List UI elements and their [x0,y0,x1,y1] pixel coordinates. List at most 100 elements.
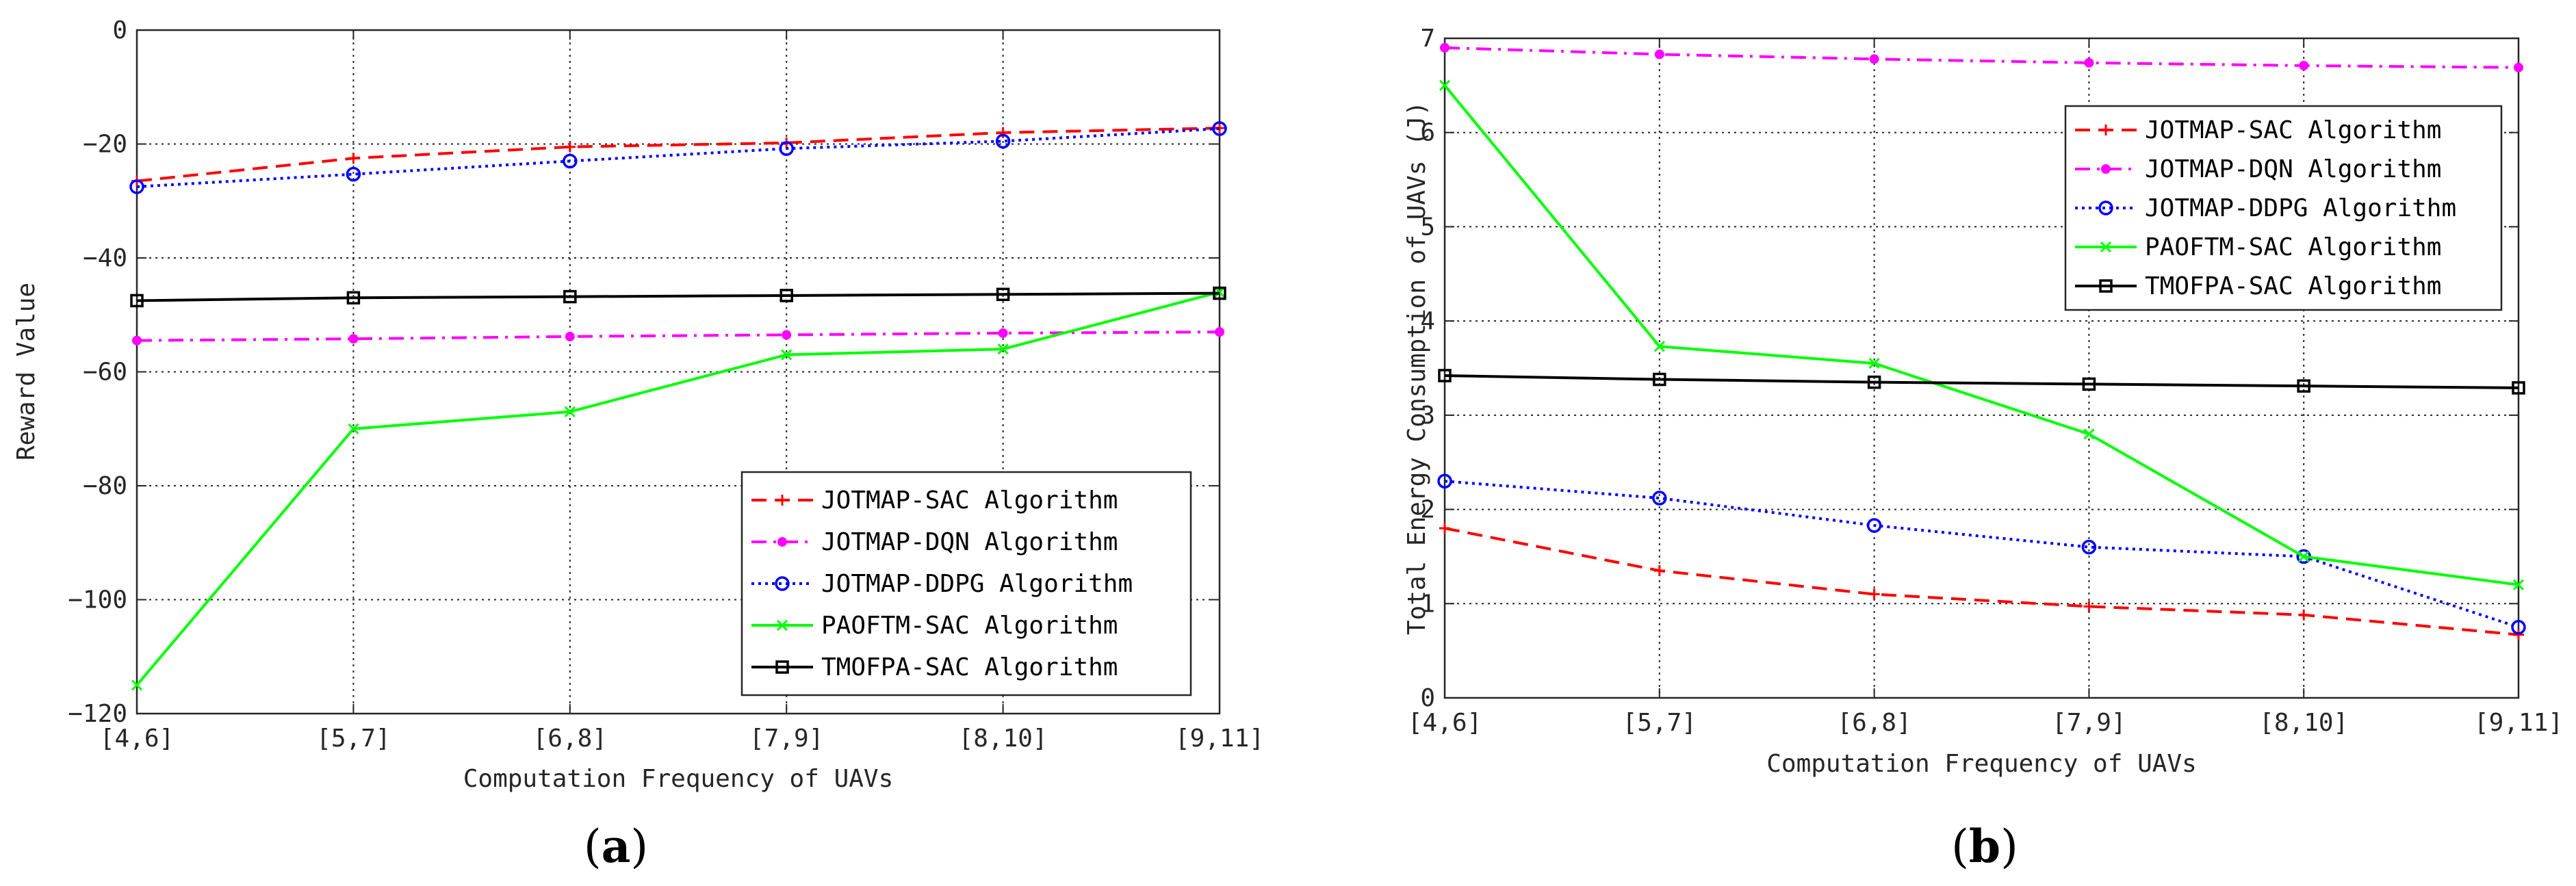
data-point [998,328,1008,338]
data-point [1653,372,1666,387]
data-point [2511,619,2526,635]
data-point [1440,42,1450,53]
legend-label: JOTMAP-SAC Algorithm [821,486,1118,514]
legend: JOTMAP-SAC Algorithm JOTMAP-DQN Algorithm… [2064,105,2503,311]
chart-b-energy-consumption: [4,6] [5,7] [6,8] [7,9] [8,10] [9,11] 0 1 2 3 4 5 6 7… [1403,25,2563,873]
data-point [2513,629,2524,640]
data-point [1653,565,1665,577]
legend-marker [2101,164,2111,174]
x-axis-label: Computation Frequency of UAVs [463,765,894,793]
x-tick-label: [9,11] [2474,709,2563,737]
data-point [781,349,793,361]
series-line [136,127,1220,188]
x-tick-label: [9,11] [1175,725,1264,753]
series-jotmap-dqn-algorithm [1440,42,2523,73]
data-point [1439,79,1451,91]
x-tick-label: [6,8] [533,725,607,753]
y-tick-label: −20 [83,131,127,159]
data-point [1653,341,1665,352]
series-jotmap-sac-algorithm [1439,523,2524,640]
x-tick-label: [5,7] [1623,709,1697,737]
y-tick-label: −80 [83,472,127,500]
legend-marker [776,619,788,631]
x-tick-label: [6,8] [1837,709,1911,737]
legend-marker [775,576,790,591]
series-paoftm-sac-algorithm [131,286,1226,691]
x-tick-label: [7,9] [749,725,823,753]
legend-box [2064,105,2503,311]
series-line [1444,374,2519,389]
data-point [563,289,577,304]
legend-label: PAOFTM-SAC Algorithm [2145,233,2441,261]
y-tick-label: −40 [83,244,127,272]
legend-marker [777,495,788,506]
y-tick-label: 6 [1420,119,1435,147]
y-tick-label: −60 [83,359,127,387]
data-point [2299,60,2309,70]
series-line [1444,46,2519,69]
legend-marker [2098,200,2113,216]
y-tick-label: 7 [1420,25,1435,53]
data-point [346,166,361,182]
data-point [2082,377,2096,391]
series-line [1443,84,2519,586]
data-point [1866,518,1882,533]
x-tick-label: [8,10] [959,725,1048,753]
data-point [564,141,576,153]
series-line [136,330,1220,342]
legend-marker [777,537,787,547]
data-point [1212,121,1227,136]
legend-item-tmofpa-sac-algorithm: TMOFPA-SAC Algorithm [751,653,1118,681]
legend-marker [775,660,789,674]
x-tick-label: [4,6] [1408,709,1482,737]
grid-lines [137,30,1220,714]
series-tmofpa-sac-algorithm [1438,369,2525,395]
data-point [2298,551,2310,562]
series-jotmap-dqn-algorithm [132,327,1224,346]
series-line [136,291,1220,686]
x-tick-label: [4,6] [100,725,174,753]
legend-marker [2099,279,2113,293]
legend-label: TMOFPA-SAC Algorithm [821,653,1118,681]
data-point [2514,62,2523,73]
data-point [2512,579,2525,590]
data-point [1652,491,1667,506]
series-line [1444,527,2519,636]
data-point [565,331,575,341]
data-point [1868,358,1880,369]
data-point [1867,375,1881,389]
data-point [1438,369,1452,382]
y-tick-label: −120 [68,700,127,728]
data-point [2084,57,2094,68]
data-point [348,153,359,164]
legend-label: JOTMAP-DQN Algorithm [2145,155,2441,183]
data-point [2512,381,2525,395]
legend-label: JOTMAP-DQN Algorithm [821,528,1118,556]
series-tmofpa-sac-algorithm [130,286,1226,308]
data-point [130,294,144,308]
data-point [2298,609,2310,621]
data-point [2297,379,2310,393]
x-tick-label: [8,10] [2259,709,2348,737]
legend-item-tmofpa-sac-algorithm: TMOFPA-SAC Algorithm [2075,272,2441,300]
series-jotmap-ddpg-algorithm [1437,473,2526,635]
legend-item-jotmap-sac-algorithm: JOTMAP-SAC Algorithm [2075,116,2441,144]
y-tick-label: 0 [1420,684,1435,712]
data-point [1654,49,1664,60]
legend-box [740,471,1192,696]
legend-item-jotmap-dqn-algorithm: JOTMAP-DQN Algorithm [751,528,1118,556]
data-point [997,127,1009,138]
data-point [1215,327,1224,337]
legend-item-paoftm-sac-algorithm: PAOFTM-SAC Algorithm [2075,233,2441,261]
legend-marker [2100,241,2112,253]
y-tick-label: 4 [1420,307,1435,335]
legend-label: TMOFPA-SAC Algorithm [2145,272,2441,300]
data-point [1439,523,1450,534]
legend-label: JOTMAP-DDPG Algorithm [2145,194,2456,222]
data-point [995,133,1011,149]
legend-marker [2100,125,2111,135]
y-tick-label: 1 [1420,590,1435,618]
legend-item-jotmap-ddpg-algorithm: JOTMAP-DDPG Algorithm [751,570,1133,598]
data-point [2081,539,2097,555]
data-point [780,289,793,302]
